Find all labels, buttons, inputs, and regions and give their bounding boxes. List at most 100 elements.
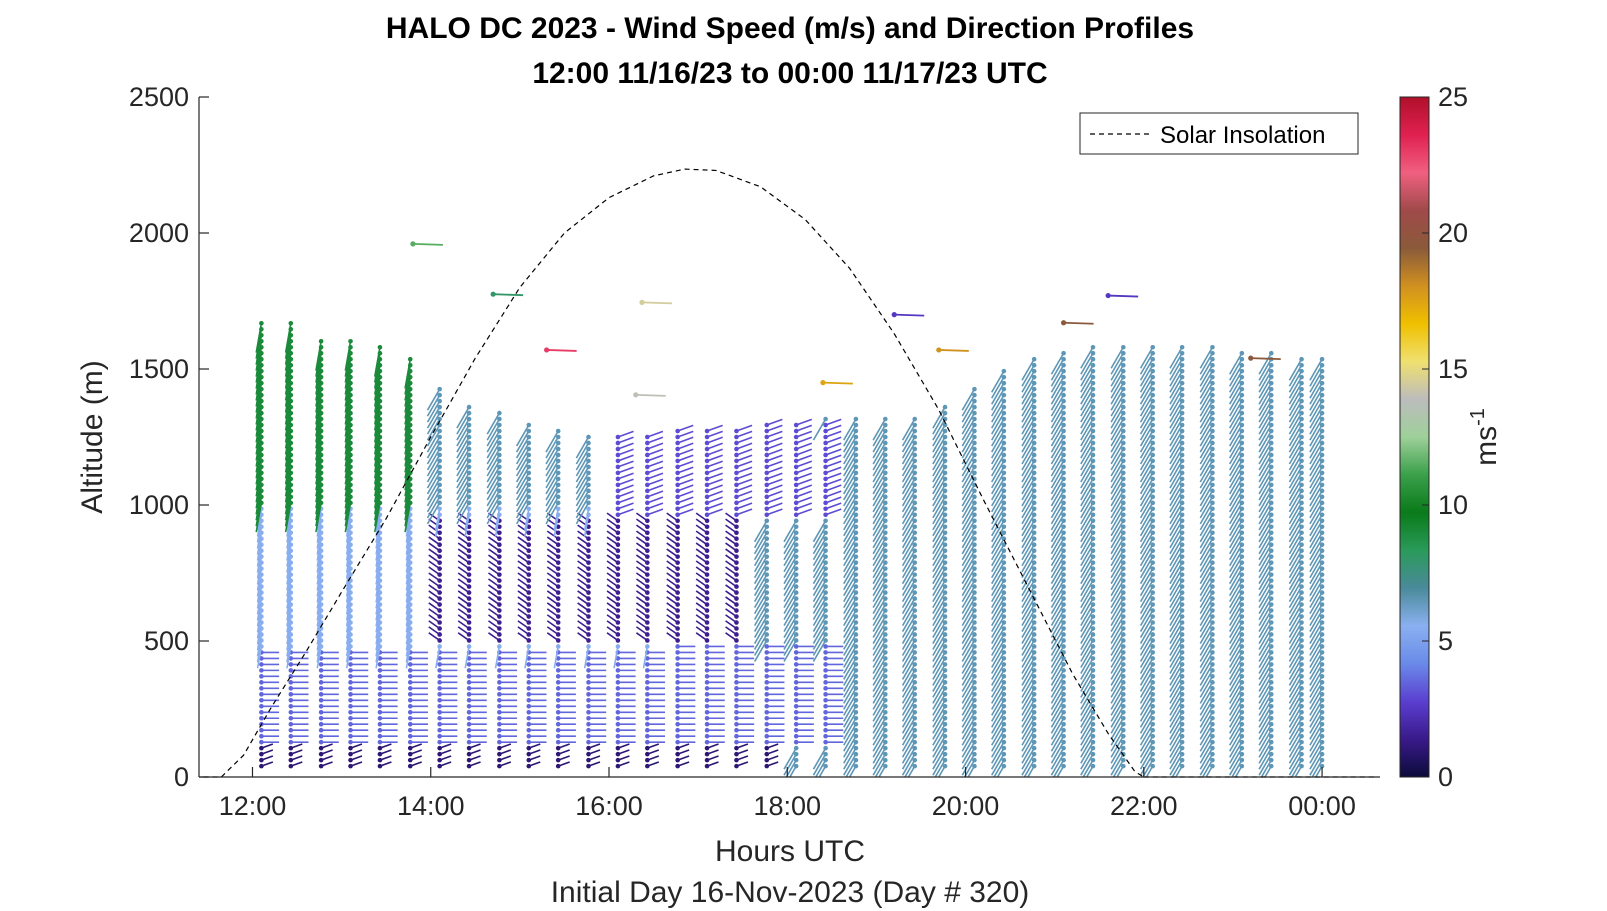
wind-barb-dot — [1090, 434, 1096, 440]
wind-barb — [1199, 663, 1214, 686]
wind-barb — [1082, 759, 1094, 777]
wind-barb — [256, 610, 263, 633]
wind-barb — [344, 347, 352, 377]
wind-barb — [766, 448, 783, 456]
wind-barb-dot — [645, 440, 650, 446]
wind-barb-dot — [972, 650, 977, 655]
wind-barb — [1080, 418, 1094, 441]
wind-barb — [1288, 711, 1303, 734]
wind-barb-dot — [348, 686, 353, 691]
wind-barb-dot — [1179, 763, 1185, 769]
wind-barb — [961, 723, 976, 746]
wind-barb-dot — [823, 763, 828, 769]
wind-barb-dot — [793, 703, 799, 709]
wind-barb — [825, 484, 842, 492]
wind-barb — [825, 454, 842, 462]
wind-barb — [1169, 538, 1183, 561]
wind-barb — [795, 430, 813, 438]
wind-barb-dot — [1150, 590, 1156, 595]
wind-barb — [315, 388, 322, 419]
wind-barb — [345, 604, 352, 627]
wind-barb — [677, 436, 694, 444]
wind-barb-dot — [1239, 422, 1245, 428]
wind-barb-dot — [1120, 524, 1126, 530]
wind-barb — [961, 669, 976, 692]
wind-barb-dot — [734, 709, 739, 715]
wind-barb-dot — [1210, 440, 1215, 446]
wind-barb-dot — [853, 500, 859, 506]
wind-barb — [1080, 448, 1094, 471]
wind-barb — [373, 388, 381, 419]
wind-barb-dot — [645, 482, 650, 488]
wind-barb-dot — [823, 686, 828, 691]
wind-barb-dot — [823, 656, 828, 661]
wind-barb — [812, 634, 827, 656]
wind-barb — [1288, 687, 1303, 710]
wind-barb — [524, 646, 530, 669]
wind-barb-dot — [942, 464, 948, 470]
wind-barb-dot — [1299, 602, 1304, 607]
wind-barb — [783, 532, 797, 555]
wind-barb — [706, 460, 723, 468]
wind-barb-dot — [942, 662, 948, 667]
wind-barb — [753, 556, 768, 579]
wind-barb-dot — [1001, 632, 1007, 637]
wind-barb-dot — [1120, 464, 1126, 470]
wind-barb — [1021, 544, 1035, 567]
wind-barb — [1021, 658, 1035, 680]
wind-barb-dot — [466, 584, 472, 589]
wind-barb-dot — [1120, 668, 1126, 673]
wind-barb-dot — [1150, 398, 1156, 404]
wind-barb-dot — [1179, 733, 1185, 739]
wind-barb — [647, 436, 664, 444]
wind-barb-dot — [823, 488, 828, 494]
wind-barb-dot — [793, 632, 799, 637]
wind-barb-dot — [1090, 632, 1096, 637]
wind-barb — [642, 646, 649, 669]
wind-barb — [345, 610, 352, 633]
wind-barb-dot — [1090, 410, 1096, 416]
wind-barb — [1229, 370, 1243, 393]
wind-barb-dot — [1031, 692, 1037, 697]
wind-barb — [932, 550, 946, 573]
wind-barb — [795, 424, 813, 432]
wind-barb-dot — [883, 686, 888, 691]
wind-barb-dot — [1179, 362, 1185, 368]
wind-barb — [812, 544, 827, 567]
wind-barb-dot — [1001, 656, 1007, 661]
wind-barb — [575, 496, 590, 519]
wind-barb-dot — [1001, 638, 1007, 643]
wind-barb — [991, 747, 1005, 770]
wind-barb-dot — [1179, 560, 1185, 565]
wind-barb-dot — [1061, 404, 1066, 410]
wind-barb — [1199, 544, 1214, 567]
wind-barb-dot — [793, 709, 799, 715]
wind-barb-dot — [1319, 404, 1325, 410]
wind-barb-dot — [1179, 482, 1185, 488]
wind-barb-dot — [912, 656, 918, 661]
wind-barb-dot — [942, 739, 948, 745]
wind-barb-dot — [1210, 578, 1215, 583]
wind-barb-dot — [704, 668, 710, 673]
wind-barb-dot — [615, 548, 621, 553]
wind-barb — [1050, 508, 1065, 531]
wind-barb-dot — [555, 686, 561, 691]
wind-barb-dot — [437, 721, 442, 727]
wind-barb-dot — [764, 608, 770, 613]
wind-barb-dot — [912, 518, 918, 524]
wind-barb-dot — [259, 733, 264, 739]
wind-barb-dot — [586, 548, 591, 553]
wind-barb-dot — [1268, 566, 1274, 571]
wind-barb — [1288, 669, 1303, 692]
wind-barb — [961, 520, 976, 543]
wind-barb — [1199, 412, 1214, 435]
wind-barb-dot — [912, 739, 918, 745]
wind-barb-dot — [764, 602, 770, 607]
wind-barb-dot — [1268, 650, 1274, 655]
wind-barb-dot — [734, 566, 739, 571]
wind-barb-dot — [1268, 386, 1274, 392]
wind-barb — [515, 490, 530, 513]
wind-barb-dot — [942, 745, 948, 751]
wind-barb — [1258, 436, 1272, 459]
wind-barb-dot — [288, 697, 294, 703]
